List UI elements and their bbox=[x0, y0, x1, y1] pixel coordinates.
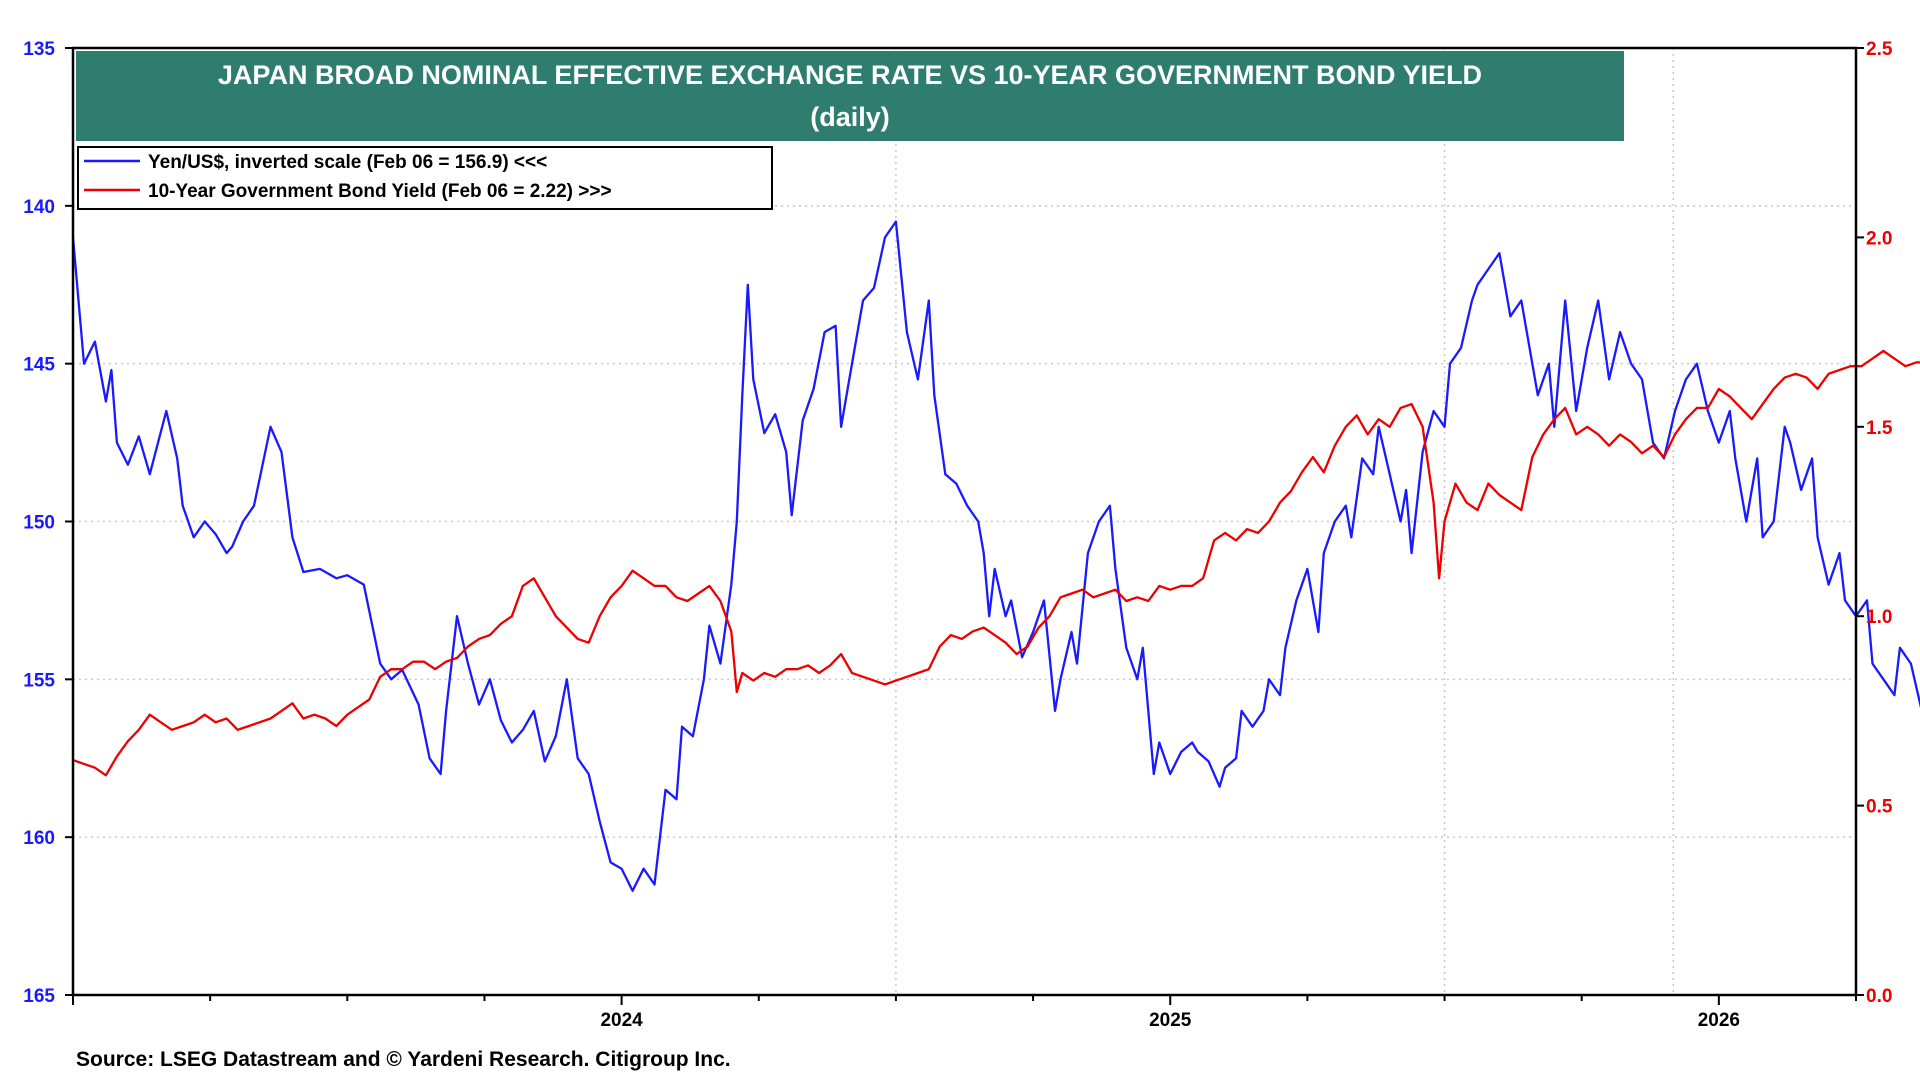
x-axis: 2024 2025 2026 bbox=[72, 995, 1857, 1031]
left-tick-label: 160 bbox=[23, 828, 55, 849]
x-tick-label: 2026 bbox=[1698, 1010, 1740, 1031]
right-tick-label: 0.5 bbox=[1866, 797, 1893, 818]
series-line-yield bbox=[72, 349, 1920, 777]
legend-label-yen: Yen/US$, inverted scale (Feb 06 = 156.9)… bbox=[148, 152, 547, 173]
chart-title: JAPAN BROAD NOMINAL EFFECTIVE EXCHANGE R… bbox=[218, 60, 1482, 90]
right-tick-label: 1.5 bbox=[1866, 418, 1893, 439]
left-tick-label: 165 bbox=[23, 986, 55, 1007]
chart-subtitle: (daily) bbox=[810, 102, 890, 132]
left-tick-label: 155 bbox=[23, 670, 55, 691]
x-tick-label: 2025 bbox=[1149, 1010, 1192, 1031]
title-banner: JAPAN BROAD NOMINAL EFFECTIVE EXCHANGE R… bbox=[76, 51, 1624, 141]
left-tick-label: 140 bbox=[23, 197, 55, 218]
x-tick-label: 2024 bbox=[600, 1010, 643, 1031]
source-note: Source: LSEG Datastream and © Yardeni Re… bbox=[76, 1048, 731, 1071]
series-line-yen bbox=[71, 220, 1920, 892]
left-tick-label: 145 bbox=[23, 355, 55, 376]
right-axis: 0.0 0.5 1.0 1.5 2.0 2.5 bbox=[1856, 39, 1893, 1007]
left-tick-label: 150 bbox=[23, 513, 55, 534]
left-tick-label: 135 bbox=[23, 39, 55, 60]
right-tick-label: 2.5 bbox=[1866, 39, 1893, 60]
right-tick-label: 0.0 bbox=[1866, 986, 1892, 1007]
series-layer bbox=[71, 220, 1920, 892]
legend-label-yield: 10-Year Government Bond Yield (Feb 06 = … bbox=[148, 181, 612, 202]
right-tick-label: 1.0 bbox=[1866, 607, 1892, 628]
legend-box bbox=[77, 146, 773, 210]
right-tick-label: 2.0 bbox=[1866, 228, 1892, 249]
legend: Yen/US$, inverted scale (Feb 06 = 156.9)… bbox=[77, 146, 773, 210]
gridlines bbox=[73, 48, 1856, 995]
title-background bbox=[76, 51, 1624, 141]
left-axis: 135 140 145 150 155 160 165 bbox=[23, 39, 73, 1007]
